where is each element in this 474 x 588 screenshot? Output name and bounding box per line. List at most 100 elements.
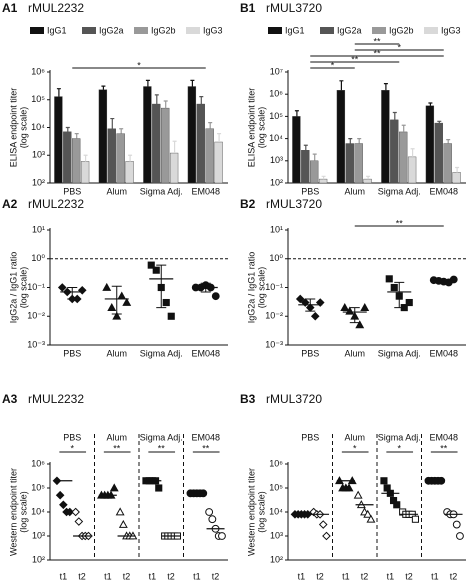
legend-label: IgG2b bbox=[389, 25, 414, 35]
panel-label: B2 bbox=[240, 197, 256, 211]
error-bar bbox=[83, 154, 88, 162]
x-tick-label: t1 bbox=[104, 571, 112, 581]
bar bbox=[425, 105, 435, 184]
point bbox=[74, 517, 84, 526]
point bbox=[322, 531, 331, 541]
error-bar bbox=[401, 124, 406, 132]
y-tick-label: 10⁴ bbox=[31, 122, 45, 132]
y-axis-label: Western endpoint titer bbox=[8, 468, 18, 556]
error-bar bbox=[163, 100, 168, 109]
error-bar bbox=[119, 128, 124, 134]
x-tick-label: t1 bbox=[431, 571, 439, 581]
bar bbox=[381, 90, 390, 184]
group-label: PBS bbox=[63, 432, 81, 442]
point bbox=[385, 275, 393, 283]
y-axis-label: IgG2a / IgG1 ratio bbox=[8, 252, 18, 324]
bar bbox=[169, 152, 179, 184]
x-tick-label: PBS bbox=[63, 186, 81, 196]
error-bar bbox=[348, 138, 353, 144]
y-tick-label: 10⁵ bbox=[269, 111, 283, 121]
significance-label: ** bbox=[373, 36, 381, 46]
y-tick-label: 10⁰ bbox=[31, 253, 45, 263]
point bbox=[411, 515, 420, 523]
x-tick-label: t1 bbox=[342, 571, 350, 581]
y-tick-label: 10² bbox=[270, 554, 283, 564]
point bbox=[295, 294, 305, 304]
y-axis-label: (log scale) bbox=[256, 491, 266, 533]
point bbox=[112, 311, 122, 320]
y-axis-label: (log scale) bbox=[18, 107, 28, 149]
point bbox=[380, 477, 388, 485]
x-tick-label: PBS bbox=[301, 186, 319, 196]
y-tick-label: 10⁻¹ bbox=[27, 282, 45, 292]
error-bar bbox=[190, 79, 195, 87]
bar bbox=[187, 86, 197, 184]
significance-label: * bbox=[397, 443, 401, 453]
y-tick-label: 10⁻² bbox=[27, 311, 45, 321]
point bbox=[102, 282, 112, 291]
point bbox=[456, 532, 464, 540]
panel-title: rMUL2232 bbox=[28, 1, 84, 15]
error-bar bbox=[110, 117, 115, 129]
bar bbox=[292, 116, 301, 184]
panel-title: rMUL2232 bbox=[28, 197, 84, 211]
significance-label: ** bbox=[440, 443, 448, 453]
significance-label: * bbox=[137, 60, 141, 70]
bar bbox=[399, 131, 408, 184]
bar bbox=[116, 133, 125, 184]
panel-label: B1 bbox=[240, 1, 256, 15]
point bbox=[147, 261, 155, 269]
point bbox=[390, 283, 398, 292]
bar bbox=[345, 143, 354, 184]
x-tick-label: t2 bbox=[212, 571, 220, 581]
y-tick-label: 10⁻³ bbox=[265, 339, 283, 349]
error-bar bbox=[438, 278, 449, 283]
point bbox=[122, 297, 132, 306]
panel-title: rMUL3720 bbox=[266, 392, 322, 406]
y-tick-label: 10⁰ bbox=[269, 253, 283, 263]
y-axis-label: Western endpoint titer bbox=[246, 468, 256, 556]
group-label: EM048 bbox=[429, 432, 458, 442]
x-tick-label: t2 bbox=[405, 571, 413, 581]
y-axis-label: ELISA endpoint titer bbox=[246, 88, 256, 168]
y-axis-label: (log scale) bbox=[256, 267, 266, 309]
point bbox=[360, 302, 370, 311]
error-bar bbox=[67, 287, 78, 300]
y-tick-label: 10⁻³ bbox=[27, 339, 45, 349]
y-tick-label: 10⁶ bbox=[31, 66, 45, 76]
point bbox=[71, 507, 80, 517]
legend-label: IgG1 bbox=[47, 25, 67, 35]
y-tick-label: 10⁻¹ bbox=[265, 282, 283, 292]
x-tick-label: Sigma Adj. bbox=[140, 348, 183, 358]
bar bbox=[452, 172, 461, 184]
point bbox=[117, 291, 127, 300]
x-tick-label: EM048 bbox=[429, 186, 458, 196]
error-bar bbox=[74, 133, 79, 139]
error-bar bbox=[172, 140, 177, 154]
point bbox=[393, 501, 401, 509]
y-tick-label: 10³ bbox=[32, 150, 45, 160]
bar bbox=[214, 141, 223, 184]
error-bar bbox=[357, 138, 362, 144]
significance-label: * bbox=[353, 443, 357, 453]
point bbox=[405, 298, 413, 307]
significance-label: ** bbox=[202, 443, 210, 453]
bar bbox=[434, 122, 443, 184]
error-bar bbox=[200, 282, 211, 293]
y-tick-label: 10⁵ bbox=[269, 482, 283, 492]
error-bar bbox=[394, 281, 405, 309]
error-bar bbox=[217, 133, 222, 143]
x-tick-label: Alum bbox=[344, 348, 365, 358]
point bbox=[449, 275, 458, 284]
bar bbox=[98, 89, 108, 184]
point bbox=[355, 320, 365, 329]
bar bbox=[107, 128, 116, 184]
x-tick-label: t1 bbox=[60, 571, 68, 581]
panel-title: rMUL2232 bbox=[28, 392, 84, 406]
x-tick-label: Alum bbox=[106, 348, 127, 358]
point bbox=[109, 483, 119, 492]
point bbox=[59, 500, 68, 510]
y-axis-label: (log scale) bbox=[256, 107, 266, 149]
bar bbox=[54, 96, 63, 184]
error-bar bbox=[156, 264, 167, 309]
